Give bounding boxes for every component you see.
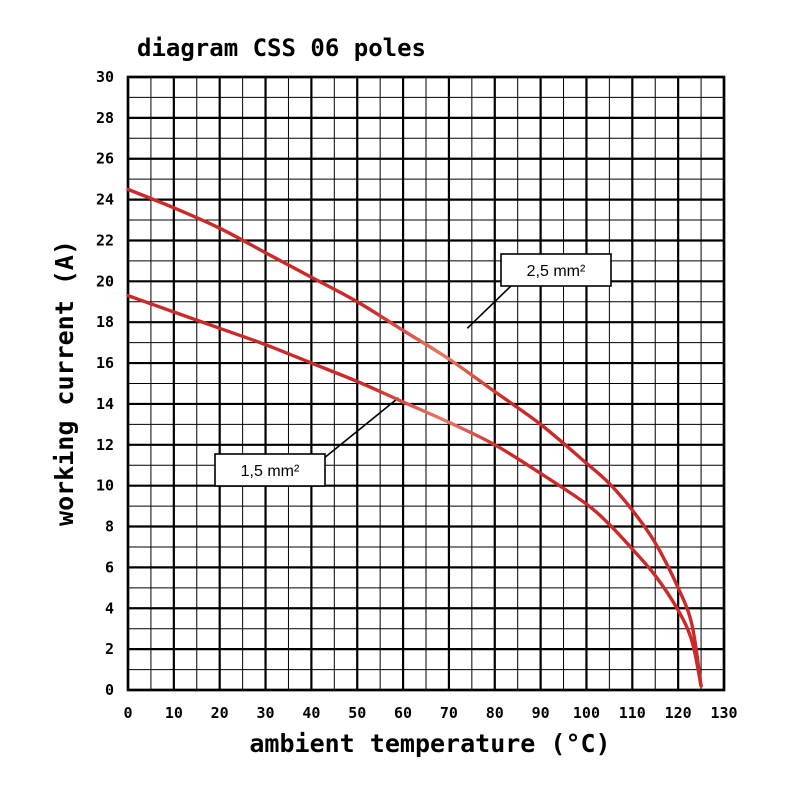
x-tick-label: 50 [348, 704, 366, 722]
y-tick-label: 20 [96, 272, 114, 290]
y-tick-label: 8 [105, 518, 114, 536]
y-tick-label: 28 [96, 109, 114, 127]
callout-box [500, 253, 612, 287]
y-tick-label: 22 [96, 231, 114, 249]
x-tick-label: 0 [123, 704, 132, 722]
grid-minor [128, 77, 724, 690]
x-tick-label: 30 [257, 704, 275, 722]
x-tick-label: 120 [665, 704, 692, 722]
y-tick-label: 30 [96, 68, 114, 86]
y-tick-label: 16 [96, 354, 114, 372]
x-tick-label: 90 [532, 704, 550, 722]
callout-upper: 2,5 mm² [500, 253, 612, 287]
y-tick-label: 6 [105, 558, 114, 576]
x-tick-label: 110 [619, 704, 646, 722]
y-tick-label: 4 [105, 599, 114, 617]
y-tick-label: 26 [96, 150, 114, 168]
callouts: 2,5 mm² 1,5 mm² [214, 253, 612, 487]
y-tick-label: 18 [96, 313, 114, 331]
y-tick-label: 10 [96, 477, 114, 495]
x-axis-label: ambient temperature (°C) [249, 729, 610, 758]
y-tick-label: 24 [96, 191, 114, 209]
plot-frame [126, 75, 726, 692]
callout-label: 2,5 mm² [527, 263, 586, 280]
x-tick-label: 40 [302, 704, 320, 722]
series-line-lower [126, 293, 703, 688]
y-tick-label: 12 [96, 436, 114, 454]
callout-lower: 1,5 mm² [214, 453, 326, 487]
callout-leaders [317, 284, 513, 464]
x-tick-label: 70 [440, 704, 458, 722]
y-tick-label: 2 [105, 640, 114, 658]
x-tick-label: 10 [165, 704, 183, 722]
chart-title: diagram CSS 06 poles [137, 34, 426, 62]
x-tick-label: 60 [394, 704, 412, 722]
series-layer [126, 187, 703, 688]
y-tick-label: 14 [96, 395, 114, 413]
x-tick-label: 80 [486, 704, 504, 722]
series-line-upper [126, 187, 703, 688]
callout-leader [317, 397, 399, 464]
x-tick-labels: 0 10 20 30 40 50 60 70 80 90 100 110 120 130 [123, 704, 737, 722]
callout-box [214, 453, 326, 487]
callout-label: 1,5 mm² [241, 463, 300, 480]
x-tick-label: 100 [573, 704, 600, 722]
y-axis-label: working current (A) [50, 240, 79, 526]
y-tick-label: 0 [105, 681, 114, 699]
x-tick-label: 20 [211, 704, 229, 722]
callout-leader [466, 284, 513, 329]
x-tick-label: 130 [710, 704, 737, 722]
